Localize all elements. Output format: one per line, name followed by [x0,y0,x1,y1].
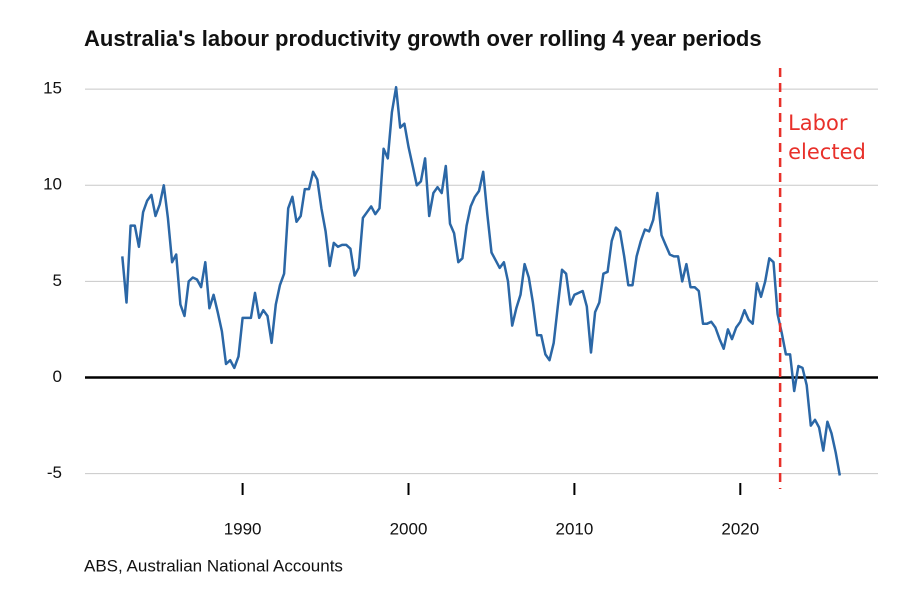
x-tick-label: 2020 [721,519,759,538]
y-tick-label: 10 [43,175,62,194]
x-tick-label: 2000 [390,519,428,538]
y-tick-label: 0 [53,367,62,386]
annotation-label: Labor [788,111,848,135]
y-tick-label: 5 [53,271,62,290]
data-line [121,85,842,476]
source-note: ABS, Australian National Accounts [84,556,343,575]
annotation-label: elected [788,140,866,164]
y-tick-label: 15 [43,79,62,98]
y-tick-label: -5 [47,463,62,482]
chart-title: Australia's labour productivity growth o… [84,26,762,51]
x-tick-label: 1990 [224,519,262,538]
x-tick-label: 2010 [555,519,593,538]
